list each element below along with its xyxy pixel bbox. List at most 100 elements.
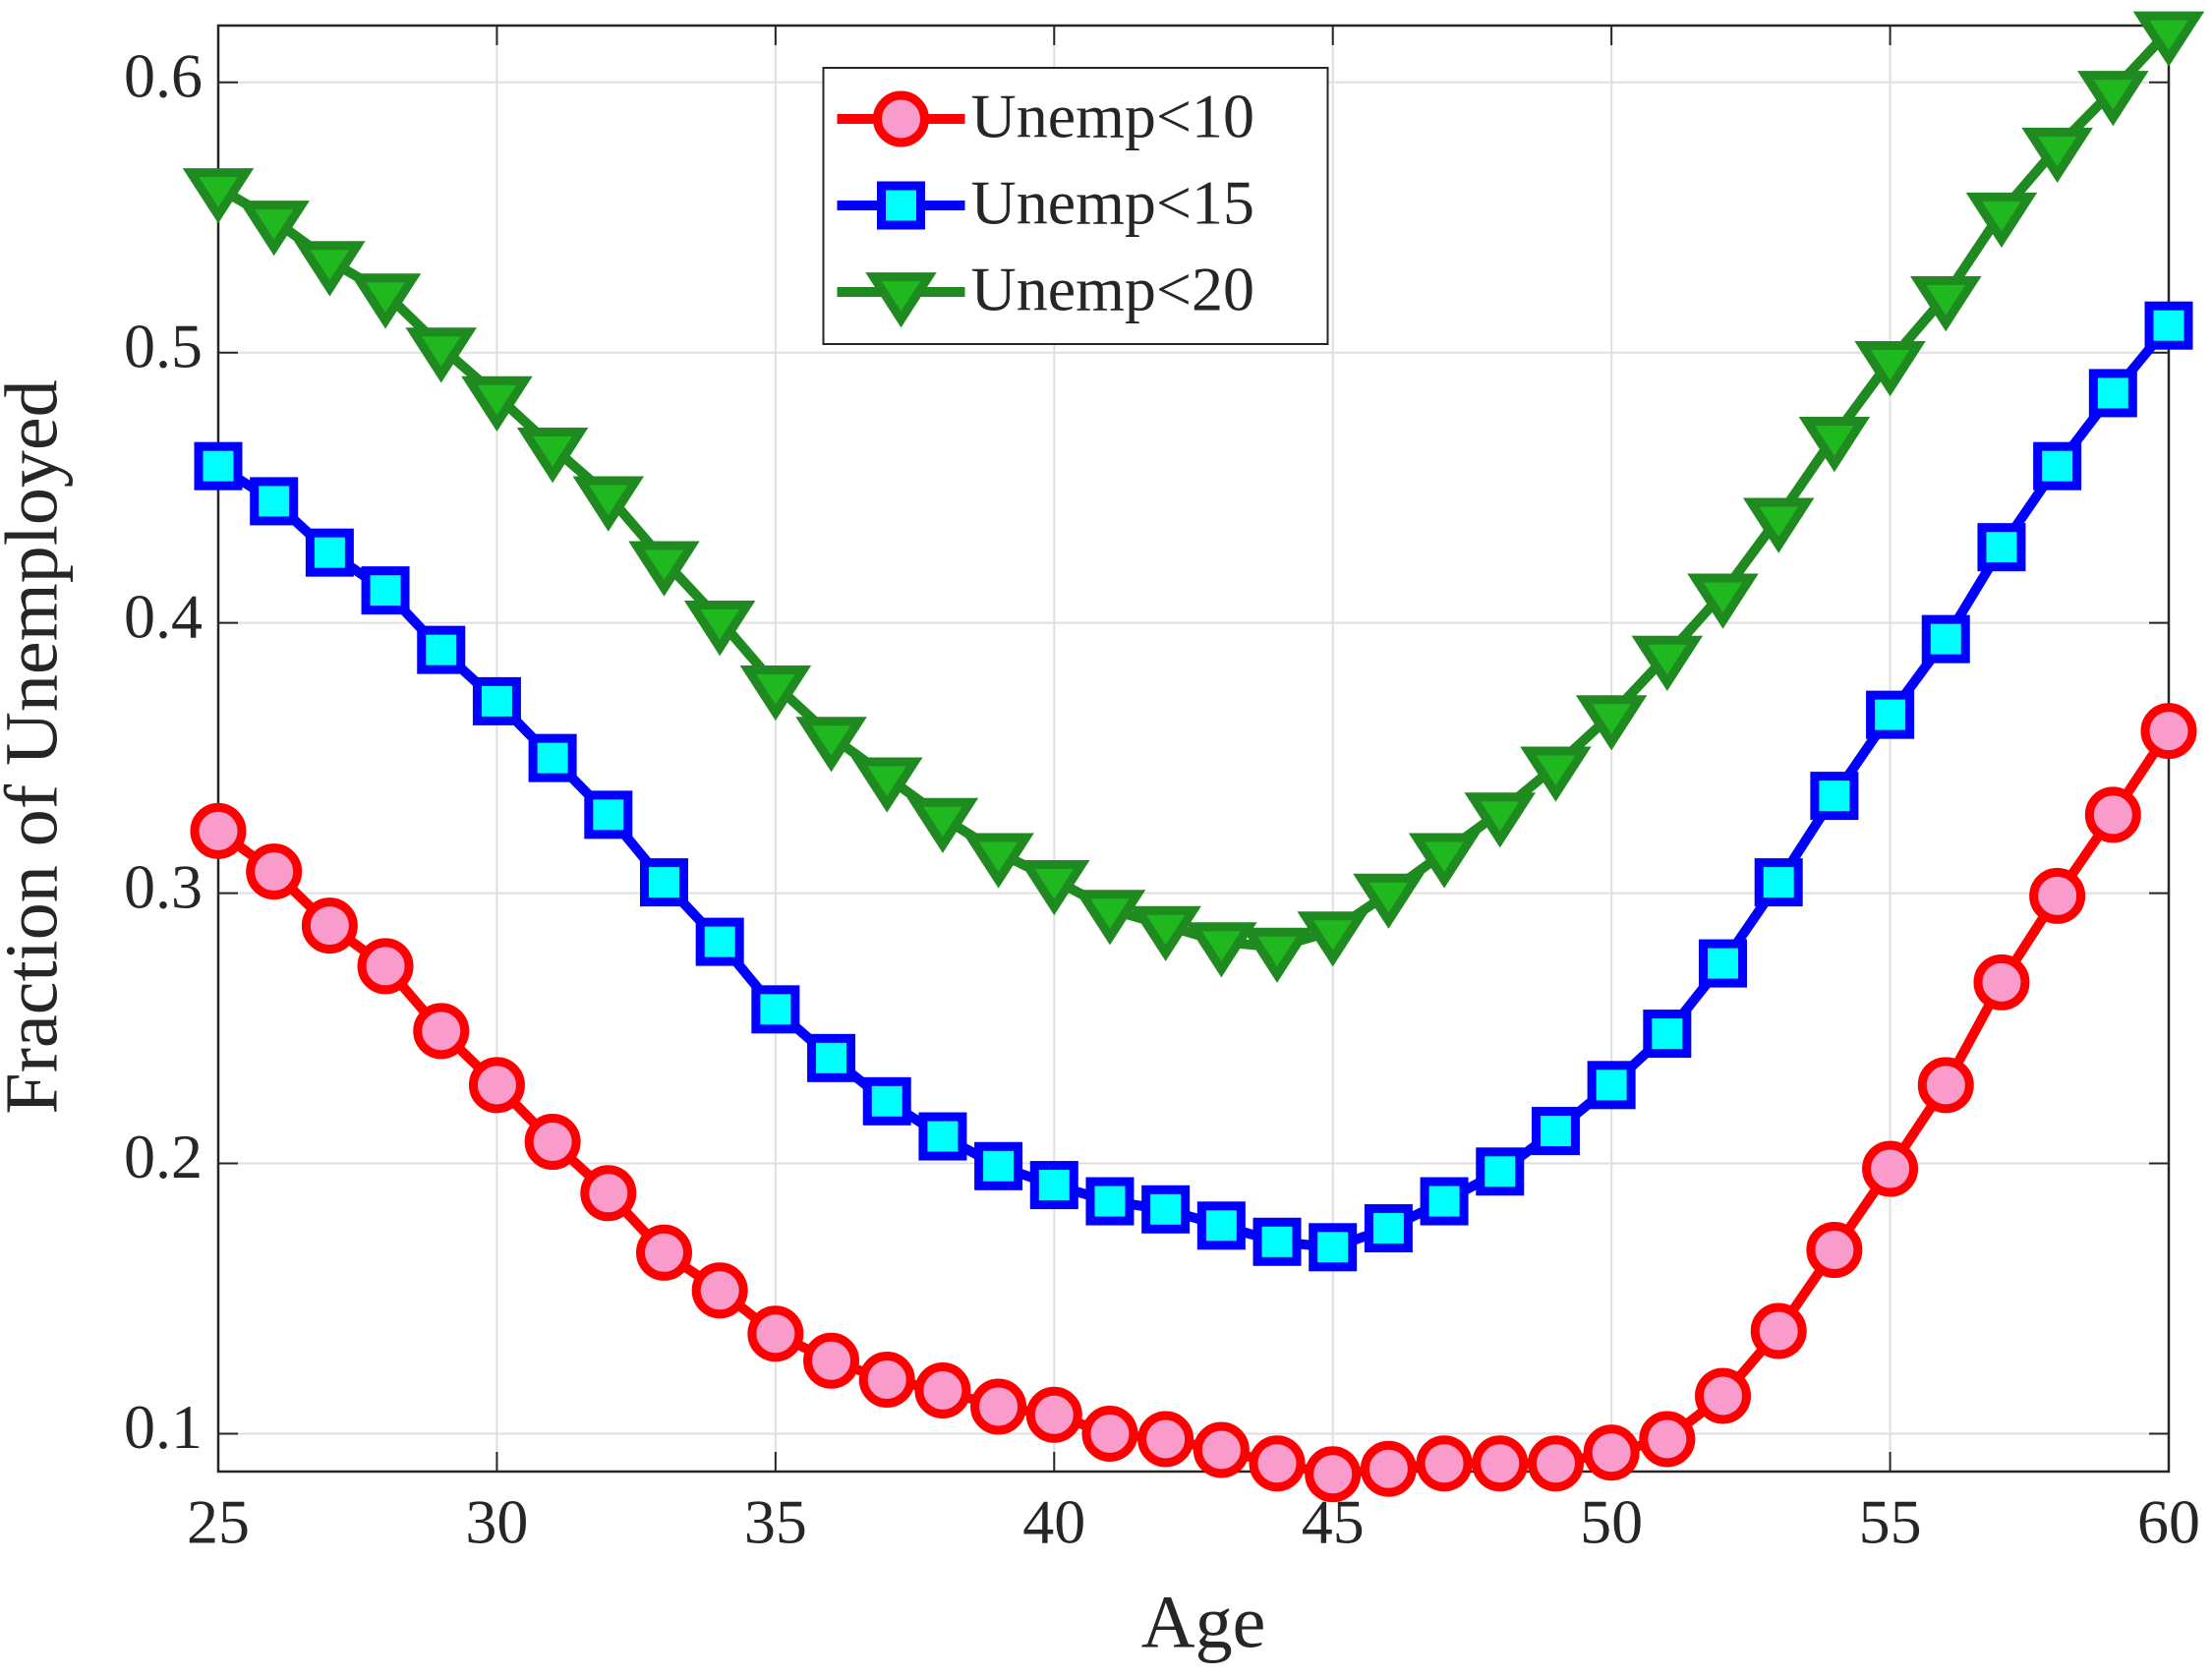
marker xyxy=(795,717,867,773)
x-tick-label: 40 xyxy=(1022,1487,1085,1557)
marker xyxy=(970,1378,1027,1435)
y-tick-label: 0.1 xyxy=(124,1392,203,1462)
marker xyxy=(635,1224,692,1281)
marker xyxy=(1699,939,1748,988)
marker xyxy=(1476,1147,1525,1196)
marker xyxy=(1977,523,2026,572)
marker xyxy=(906,797,979,853)
marker xyxy=(2021,127,2093,184)
marker xyxy=(1631,635,1704,691)
marker xyxy=(182,168,255,224)
marker xyxy=(357,938,414,995)
marker xyxy=(1810,772,1859,821)
x-tick-label: 60 xyxy=(2137,1487,2200,1557)
marker xyxy=(1917,1057,1974,1114)
marker xyxy=(1241,927,1313,983)
x-tick-label: 55 xyxy=(1859,1487,1922,1557)
marker xyxy=(405,327,478,383)
marker xyxy=(246,843,303,900)
marker xyxy=(194,441,243,491)
marker xyxy=(691,1262,748,1319)
marker xyxy=(807,1033,856,1082)
marker xyxy=(1081,1406,1138,1463)
marker xyxy=(683,600,756,657)
marker xyxy=(349,273,422,329)
marker xyxy=(524,1114,581,1171)
x-tick-label: 30 xyxy=(465,1487,528,1557)
legend-label: Unemp<15 xyxy=(971,168,1255,238)
marker xyxy=(1531,1107,1580,1156)
legend-label: Unemp<20 xyxy=(971,255,1255,324)
marker xyxy=(1019,859,1090,916)
marker xyxy=(918,1112,967,1161)
marker xyxy=(417,625,466,674)
y-tick-label: 0.4 xyxy=(124,581,203,651)
legend-marker xyxy=(877,181,925,230)
marker xyxy=(639,858,688,907)
marker xyxy=(1695,1367,1752,1424)
marker xyxy=(739,665,812,722)
marker xyxy=(580,1165,637,1222)
marker xyxy=(584,790,633,839)
marker xyxy=(2033,441,2082,491)
marker xyxy=(294,241,366,297)
marker xyxy=(962,833,1034,889)
marker xyxy=(1639,1411,1696,1468)
y-tick-label: 0.3 xyxy=(124,851,203,921)
x-tick-label: 25 xyxy=(187,1487,250,1557)
marker xyxy=(361,566,410,615)
x-tick-label: 50 xyxy=(1580,1487,1643,1557)
legend-marker xyxy=(865,272,937,328)
marker xyxy=(1909,276,1982,332)
legend-marker xyxy=(873,90,929,147)
marker xyxy=(1587,1061,1636,1110)
x-axis-label: Age xyxy=(1141,1581,1266,1663)
marker xyxy=(1862,1140,1919,1197)
marker xyxy=(1583,1424,1640,1481)
marker xyxy=(1252,1217,1302,1266)
marker xyxy=(1360,1440,1417,1497)
marker xyxy=(528,733,577,782)
marker xyxy=(472,676,521,725)
marker xyxy=(1416,1435,1473,1492)
marker xyxy=(1750,1302,1807,1359)
marker xyxy=(2140,703,2197,760)
marker xyxy=(2077,71,2149,127)
marker xyxy=(1130,905,1201,961)
marker xyxy=(1196,1201,1246,1250)
marker xyxy=(1754,858,1803,907)
marker xyxy=(1186,922,1257,978)
marker xyxy=(1193,1421,1250,1478)
marker xyxy=(1973,954,2030,1011)
legend-label: Unemp<10 xyxy=(971,82,1255,151)
marker xyxy=(850,757,923,813)
marker xyxy=(1074,890,1146,946)
marker xyxy=(1309,1223,1358,1272)
marker xyxy=(301,897,358,954)
marker xyxy=(1085,1177,1135,1226)
marker xyxy=(1408,833,1481,889)
marker xyxy=(1249,1435,1306,1492)
marker xyxy=(1854,341,1926,397)
marker xyxy=(461,376,533,432)
y-tick-label: 0.5 xyxy=(124,311,203,380)
marker xyxy=(1137,1411,1194,1468)
marker xyxy=(516,428,589,484)
marker xyxy=(1798,417,1871,473)
marker xyxy=(305,528,354,577)
marker xyxy=(628,541,700,597)
marker xyxy=(695,917,744,966)
marker xyxy=(1420,1177,1469,1226)
marker xyxy=(572,476,645,532)
marker xyxy=(413,1003,470,1060)
marker xyxy=(468,1057,525,1114)
marker xyxy=(1643,1010,1692,1059)
marker xyxy=(751,985,800,1034)
marker xyxy=(1305,1446,1362,1503)
marker xyxy=(1742,497,1815,553)
marker xyxy=(2029,867,2086,924)
marker xyxy=(1866,690,1915,739)
marker xyxy=(1141,1185,1191,1234)
x-tick-label: 35 xyxy=(744,1487,807,1557)
